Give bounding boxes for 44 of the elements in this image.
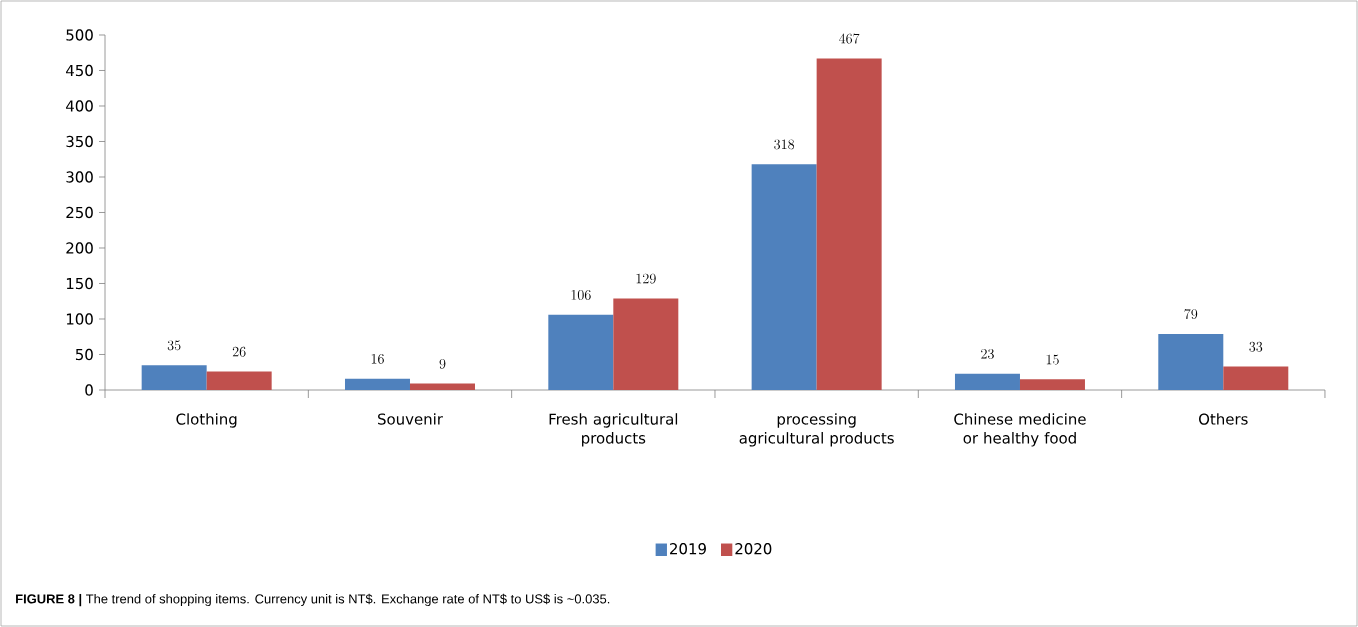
y-tick-label: 150 (66, 277, 93, 290)
y-tick-label: 0 (85, 384, 93, 396)
data-label: 16 (371, 353, 384, 364)
bar (548, 314, 614, 390)
y-tick-label: 200 (66, 242, 93, 254)
y-tick-label: 400 (66, 100, 93, 112)
bar (1223, 366, 1289, 390)
data-label: 23 (981, 348, 994, 359)
data-label: 79 (1184, 309, 1198, 320)
bar (613, 298, 679, 390)
x-tick-label: Souvenir (378, 413, 443, 425)
data-label: 35 (167, 340, 181, 351)
x-tick-label: Others (1199, 413, 1248, 425)
data-label: 318 (774, 139, 795, 150)
data-label: 15 (1046, 354, 1059, 365)
bar (954, 373, 1020, 390)
bar (409, 383, 475, 390)
y-tick-label: 450 (66, 64, 93, 77)
y-tick-label: 500 (66, 29, 93, 41)
y-tick-label: 50 (75, 348, 93, 361)
bar (1019, 379, 1085, 390)
legend-label: 2020 (735, 543, 772, 555)
data-label: 467 (839, 33, 860, 44)
y-tick-label: 350 (66, 135, 93, 148)
bar (141, 365, 207, 390)
y-tick-label: 100 (66, 313, 93, 325)
x-tick-label: Clothing (176, 413, 237, 428)
x-tick-label: processing agricultural products (739, 413, 894, 447)
data-label: 26 (232, 346, 246, 357)
bar (751, 164, 817, 390)
bar (206, 371, 272, 390)
legend-label: 2019 (670, 543, 706, 555)
text: FIGURE 8 | The trend of shopping items. Currency unit is NT$. Exchange rate of NT$ to US$ is ~0.035. (16, 593, 610, 607)
data-label: 9 (439, 358, 446, 369)
data-label: 129 (636, 273, 656, 284)
x-tick-label: Fresh agricultural products (549, 413, 678, 447)
data-label: 106 (571, 290, 591, 300)
bar (344, 378, 410, 390)
bar (816, 58, 882, 390)
data-label: 33 (1249, 341, 1263, 352)
y-tick-label: 250 (66, 206, 93, 219)
y-tick-label: 300 (66, 171, 93, 183)
bar (1158, 333, 1224, 390)
x-tick-label: Chinese medicine or healthy food (954, 413, 1086, 447)
